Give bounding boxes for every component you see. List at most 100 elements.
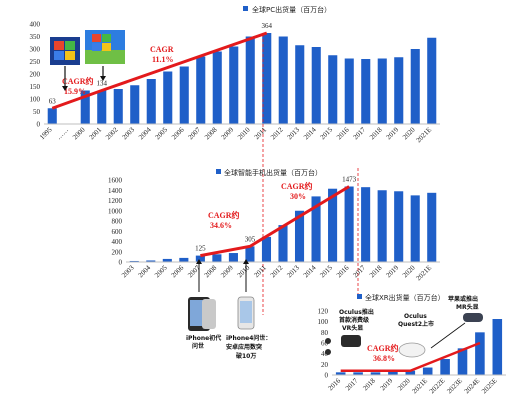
sp-xtick-label: 2012 [269, 263, 285, 279]
sp-data-label: 305 [245, 235, 256, 243]
pc-xtick-label: 2012 [269, 125, 285, 141]
sp-xtick-label: 2013 [285, 263, 301, 279]
pc-data-label: 63 [49, 97, 57, 105]
pc-xtick-label: 2021E [415, 126, 434, 145]
sp-bar [361, 187, 371, 262]
oculus-dk-note-3: VR头显 [342, 324, 363, 332]
pc-ytick-label: 300 [30, 46, 41, 54]
sp-bar [344, 186, 354, 262]
xr-pointer-line [430, 322, 466, 349]
xr-bar [335, 372, 346, 375]
sp-xtick-label: 2005 [153, 263, 169, 279]
pc-bars [47, 33, 437, 124]
iphone1-note-2: 问世 [192, 342, 204, 350]
iphone-4-image [237, 296, 255, 330]
pc-bar [146, 79, 156, 124]
xr-bar [388, 371, 398, 375]
pc-xtick-label: 2003 [121, 125, 137, 141]
xr-bar [475, 332, 485, 375]
sp-ytick-label: 1000 [108, 207, 123, 215]
pc-shipments-chart: 全球PC出货量（百万台） 0 50 100 150 200 250 300 350 400 19… [30, 5, 440, 145]
sp-arrowhead1 [196, 259, 202, 264]
mr-headset-image [463, 313, 483, 322]
pc-cagr2-value: 11.1% [152, 55, 174, 64]
pc-bar [295, 45, 305, 124]
pc-bar [278, 36, 288, 124]
pc-ytick-label: 400 [30, 21, 41, 29]
sp-bar [245, 246, 255, 262]
sp-xtick-label: 2003 [120, 263, 136, 279]
xr-xtick-label: 2021E [411, 377, 430, 396]
xr-ytick-label: 20 [321, 361, 329, 369]
xr-bar [457, 348, 468, 375]
pc-x-axis: 1995…… 2000 2001 2002 2003 2004 2005 2006 2007 20… [38, 123, 440, 145]
quest2-note-2: Quest2上市 [398, 320, 434, 328]
pc-xtick-label: 2015 [319, 125, 335, 141]
xr-bars [335, 319, 503, 375]
sp-xtick-label: 2014 [302, 263, 318, 279]
pc-xtick-label: 2014 [302, 125, 318, 141]
xr-xtick-label: 2023E [445, 377, 464, 396]
pc-legend-swatch [243, 6, 248, 11]
xr-bar [353, 372, 363, 375]
xr-trend-line [340, 341, 481, 372]
windows95-logo [50, 37, 80, 65]
sp-x-axis: 2003 2004 2005 2006 2007 2008 2009 2010 2011 2012… [120, 261, 440, 282]
iphone4-note-3: 破10万 [236, 352, 256, 360]
xr-bar [422, 367, 433, 375]
iphone-1-image [188, 297, 216, 331]
xr-bar [492, 319, 503, 375]
sp-data-label: 125 [195, 245, 206, 253]
sp-legend-label: 全球智能手机出货量（百万台） [224, 168, 322, 177]
sp-bar [377, 190, 387, 262]
pc-bar [212, 51, 222, 124]
smartphone-shipments-chart: 全球智能手机出货量（百万台） 0 200 400 600 800 1000 1200 1400… [108, 168, 440, 360]
sp-ytick-label: 400 [112, 238, 123, 246]
sp-bar [278, 225, 288, 262]
sp-cagr1-value: 34.6% [210, 221, 232, 230]
sp-xtick-label: 2004 [137, 263, 153, 279]
pc-bar [97, 90, 107, 124]
sp-xtick-label: 2019 [385, 263, 401, 279]
pc-xtick-label: 2001 [88, 125, 104, 141]
sp-data-label: 1473 [342, 176, 357, 184]
xr-ytick-label: 0 [325, 372, 329, 380]
pc-bar [410, 49, 420, 124]
sp-data-labels: 125 305 1473 [195, 176, 356, 253]
xr-ytick-label: 100 [318, 318, 329, 326]
pc-y-axis: 0 50 100 150 200 250 300 350 400 [30, 21, 41, 129]
pc-xtick-label: 2004 [137, 125, 153, 141]
sp-bar [228, 253, 238, 262]
sp-cagr1-label: CAGR约 [208, 210, 240, 220]
pc-bar [394, 57, 404, 124]
pc-cagr2-label: CAGR [150, 45, 174, 54]
sp-legend-swatch [216, 169, 221, 174]
pc-arrowhead1 [62, 86, 68, 91]
xr-cagr-label: CAGR约 [367, 343, 399, 353]
xr-legend-label: 全球XR出货量（百万台） [365, 293, 445, 302]
sp-arrowhead2 [243, 259, 249, 264]
xr-cagr-value: 36.8% [373, 354, 395, 363]
sp-cagr2-label: CAGR约 [281, 181, 313, 191]
oculus-dk-note-1: Oculus推出 [339, 308, 374, 316]
pc-xtick-label: 2007 [187, 125, 203, 141]
pc-trend-line [51, 31, 268, 110]
pc-xtick-label: 2008 [203, 125, 219, 141]
sp-xtick-label: 2008 [203, 263, 219, 279]
pc-ytick-label: 200 [30, 71, 41, 79]
xr-bar [405, 370, 416, 375]
sp-bar [212, 254, 222, 262]
pc-bar [344, 58, 354, 124]
apple-mr-note-1: 苹果或推出 [448, 295, 478, 303]
oculus-rift-image [325, 335, 361, 355]
sp-bar [294, 210, 305, 262]
xr-xtick-label: 2024E [463, 377, 482, 396]
sp-bar [261, 236, 272, 262]
sp-bar [146, 260, 156, 262]
pc-bar [328, 55, 338, 124]
sp-bar [195, 255, 205, 262]
pc-xtick-label: …… [55, 126, 71, 142]
sp-ytick-label: 1400 [108, 187, 123, 195]
xr-xtick-label: 2018 [361, 376, 377, 392]
xr-ytick-label: 40 [321, 350, 329, 358]
